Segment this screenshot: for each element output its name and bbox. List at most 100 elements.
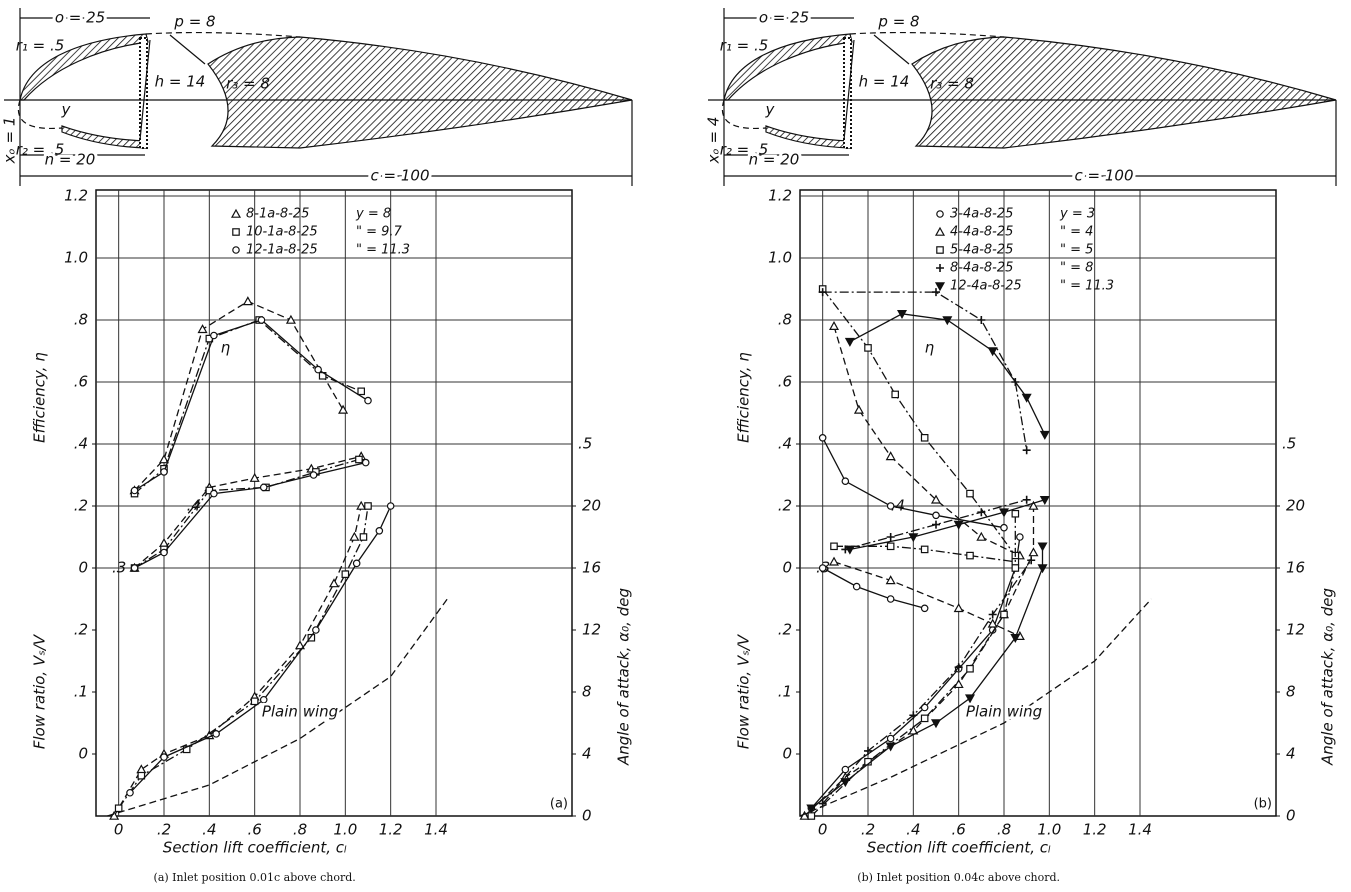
legend-note: " = 5 [1060, 243, 1093, 258]
marker [942, 316, 953, 326]
marker [806, 804, 817, 814]
y3-tick-label: 8 [582, 683, 592, 701]
series-line [822, 559, 1032, 805]
marker [136, 764, 147, 774]
diagram-label: o = 25 [55, 9, 105, 27]
marker [828, 320, 840, 330]
x-tick-label: .2 [157, 821, 171, 839]
marker [964, 694, 976, 704]
marker [886, 734, 895, 743]
marker [828, 556, 840, 566]
marker [210, 489, 218, 498]
x-tick-label: 0 [114, 821, 124, 839]
eta-label: η [925, 338, 935, 356]
diagram-label: r₁ = .5 [16, 37, 65, 55]
airfoil-lip [61, 125, 147, 149]
y3-tick-label: 0 [1286, 807, 1296, 825]
diagram-label: h = 14 [859, 73, 910, 91]
y-tick-label: 0 [78, 559, 88, 577]
marker [1039, 430, 1050, 440]
marker [242, 296, 253, 306]
x-axis-title: Section lift coefficient, cₗ [163, 839, 347, 857]
diagram-label: r₁ = .5 [720, 37, 769, 55]
marker [920, 604, 929, 613]
marker [232, 246, 240, 254]
x-tick-label: .6 [248, 821, 262, 839]
marker [1039, 496, 1050, 506]
x-tick-label: 1.4 [424, 821, 448, 839]
marker [1000, 523, 1008, 532]
series-line [134, 319, 362, 495]
marker [375, 526, 384, 535]
marker [891, 390, 900, 399]
diagram-label: n = 20 [749, 151, 800, 169]
marker [908, 533, 919, 543]
diagram-label: c = 100 [371, 167, 430, 185]
x-tick-label: .8 [997, 821, 1011, 839]
marker [364, 502, 372, 510]
marker [818, 564, 827, 572]
marker [130, 486, 139, 495]
marker [988, 610, 997, 619]
marker [920, 545, 929, 554]
marker [355, 455, 363, 464]
marker [1037, 564, 1048, 574]
marker [976, 531, 987, 541]
legend-label: 12-4a-8-25 [950, 279, 1022, 294]
diagram-label: r₃ = 8 [226, 75, 270, 93]
x-tick-label: 1.0 [1037, 821, 1061, 839]
marker [259, 695, 268, 704]
legend-label: 8-1a-8-25 [246, 207, 309, 222]
dimension-line [169, 34, 206, 65]
y2-tick-label: .1 [74, 683, 88, 701]
y2-tick-label: .1 [778, 683, 792, 701]
dimension-line [843, 39, 855, 141]
diagram-label: p = 8 [173, 13, 215, 31]
legend-label: 4-4a-8-25 [950, 225, 1013, 240]
marker [885, 575, 896, 585]
y2-axis-title: Flow ratio, Vₛ/V [735, 633, 753, 749]
series-line [822, 567, 925, 609]
marker [886, 533, 895, 541]
plain-wing-line [107, 598, 448, 817]
legend-label: 5-4a-8-25 [950, 243, 1013, 258]
x-tick-label: 1.2 [1083, 821, 1107, 839]
marker [864, 344, 872, 352]
y2-tick-label: 0 [78, 745, 88, 763]
airfoil-diagram: o = 25 p = 8 r₁ = .5 h = 14 r₃ = 8 y r₂ = .5n … [705, 6, 1337, 188]
marker [864, 746, 872, 755]
marker [257, 316, 266, 324]
legend-label: 8-4a-8-25 [950, 261, 1013, 276]
y-tick-label: .6 [778, 373, 792, 391]
marker [953, 520, 964, 530]
y-tick-label: .4 [74, 435, 88, 453]
airfoil-body [911, 36, 1337, 149]
y-tick-label: 1.0 [768, 249, 792, 267]
x-tick-label: 1.2 [379, 821, 403, 839]
marker [1010, 633, 1021, 643]
y-tick-label: 1.2 [64, 187, 88, 205]
eta-label: η [221, 338, 231, 356]
marker [932, 288, 940, 297]
marker [1022, 446, 1031, 455]
marker [1016, 533, 1024, 541]
marker [259, 483, 268, 492]
y-tick-label: 0 [782, 559, 792, 577]
panel-label: (a) [550, 797, 568, 812]
y2-axis-title: Flow ratio, Vₛ/V [31, 633, 49, 749]
series-line [810, 546, 1044, 809]
diagram-label: h = 14 [155, 73, 206, 91]
y3-tick-label: 20 [582, 497, 601, 515]
dimension-line [139, 39, 151, 141]
marker [936, 246, 944, 254]
x-tick-label: .6 [952, 821, 966, 839]
y-tick-label: .4 [778, 435, 792, 453]
series-line [804, 506, 1035, 817]
marker [885, 742, 896, 752]
marker [197, 324, 208, 334]
marker [844, 337, 855, 347]
series-line [134, 319, 369, 492]
y3-tick-label: 16 [1286, 559, 1305, 577]
plain-wing-label: Plain wing [262, 703, 338, 721]
